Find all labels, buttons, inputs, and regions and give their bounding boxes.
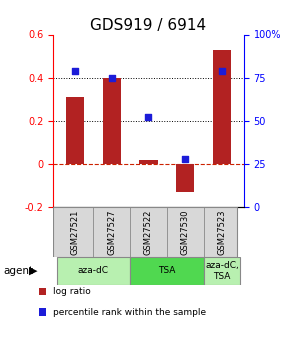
- Bar: [176, 164, 194, 192]
- Bar: [139, 159, 158, 164]
- Text: GSM27522: GSM27522: [144, 209, 153, 255]
- Text: aza-dC: aza-dC: [78, 266, 109, 275]
- FancyBboxPatch shape: [57, 257, 130, 285]
- Text: aza-dC,
TSA: aza-dC, TSA: [205, 261, 239, 280]
- Point: [146, 115, 151, 120]
- Text: GSM27527: GSM27527: [107, 209, 116, 255]
- FancyBboxPatch shape: [130, 257, 204, 285]
- Text: ▶: ▶: [29, 266, 37, 276]
- Text: GSM27521: GSM27521: [71, 209, 80, 255]
- Text: agent: agent: [3, 266, 33, 276]
- Title: GDS919 / 6914: GDS919 / 6914: [90, 18, 207, 33]
- Bar: [103, 78, 121, 164]
- FancyBboxPatch shape: [53, 207, 237, 257]
- Point: [109, 75, 114, 80]
- Text: GSM27530: GSM27530: [181, 209, 190, 255]
- Text: TSA: TSA: [158, 266, 175, 275]
- Bar: [66, 97, 84, 164]
- Text: log ratio: log ratio: [53, 287, 91, 296]
- Bar: [213, 50, 231, 164]
- Point: [219, 68, 224, 73]
- Text: percentile rank within the sample: percentile rank within the sample: [53, 308, 206, 317]
- Text: GSM27523: GSM27523: [217, 209, 226, 255]
- FancyBboxPatch shape: [204, 257, 240, 285]
- Point: [183, 156, 188, 161]
- Point: [73, 68, 78, 73]
